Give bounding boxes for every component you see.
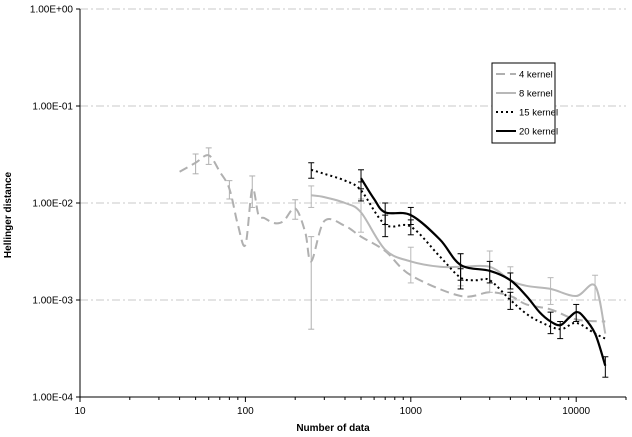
y-tick-label: 1.00E+00	[30, 5, 74, 16]
series-4-kernel	[179, 147, 606, 330]
series-line-15-kernel	[310, 168, 606, 340]
series-15-kernel	[308, 162, 606, 340]
y-tick-label: 1.00E-03	[32, 296, 73, 307]
legend: 4 kernel 8 kernel 15 kernel 20 kernel	[491, 62, 558, 144]
x-tick-label: 100	[237, 406, 254, 417]
y-tick-label: 1.00E-02	[32, 199, 73, 210]
y-tick-label: 1.00E-01	[32, 102, 73, 113]
x-tick-label: 10000	[562, 406, 590, 417]
series-line-4-kernel	[179, 154, 606, 323]
y-tick-label: 1.00E-04	[32, 393, 73, 404]
legend-label-8-kernel: 8 kernel	[519, 89, 553, 100]
grid-layer	[80, 8, 626, 301]
x-tick-label: 1000	[400, 406, 423, 417]
tick-label-layer: 1.00E+00 1.00E-01 1.00E-02 1.00E-03 1.00E-04…	[30, 5, 591, 418]
axis-layer	[76, 8, 627, 402]
y-axis-title: Hellinger distance	[3, 171, 14, 258]
legend-label-4-kernel: 4 kernel	[519, 70, 553, 81]
x-axis-title: Number of data	[296, 423, 370, 434]
series-20-kernel	[358, 169, 609, 378]
series-8-kernel	[308, 185, 607, 334]
legend-label-15-kernel: 15 kernel	[519, 108, 558, 119]
series-line-20-kernel	[360, 177, 607, 367]
legend-label-20-kernel: 20 kernel	[519, 127, 558, 138]
legend-box	[491, 62, 556, 144]
series-layer	[179, 147, 609, 378]
x-tick-label: 10	[74, 406, 86, 417]
